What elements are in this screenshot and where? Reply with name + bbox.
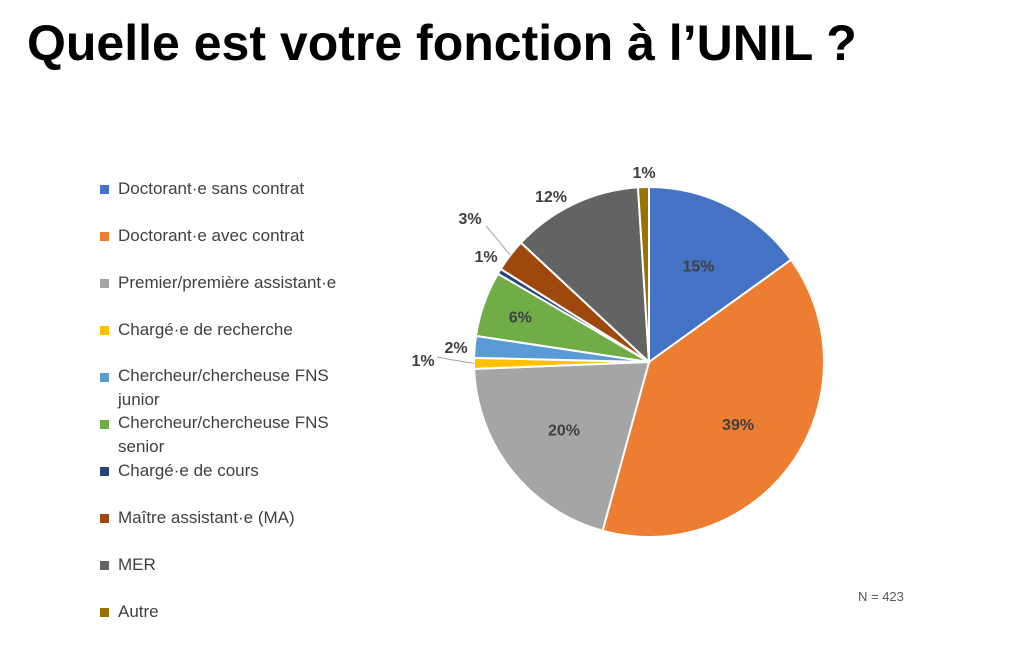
data-label: 12% [535,189,567,206]
legend-item: Doctorant·e sans contrat [100,176,378,202]
legend-label: Maître assistant·e (MA) [118,508,295,527]
data-label: 20% [548,422,580,439]
page-title: Quelle est votre fonction à l’UNIL ? [27,15,857,71]
legend-item: MER [100,552,378,578]
data-label: 2% [444,340,467,357]
legend-label: Chargé·e de cours [118,461,259,480]
legend-swatch [100,467,109,476]
data-label: 6% [509,310,532,327]
legend-swatch [100,514,109,523]
data-label: 1% [632,165,655,182]
legend-label: Chercheur/chercheuse FNS senior [118,413,329,456]
legend-item: Chargé·e de recherche [100,317,378,343]
legend-swatch [100,185,109,194]
legend-swatch [100,326,109,335]
pie-slice [648,185,793,364]
legend-swatch [100,373,109,382]
legend-item: Premier/première assistant·e [100,270,378,296]
legend-label: MER [118,555,156,574]
leader-line [436,356,475,364]
leader-line [485,225,511,256]
pie-slice [601,258,825,538]
sample-size-note: N = 423 [858,589,904,604]
legend-swatch [100,279,109,288]
data-label: 1% [474,249,497,266]
data-label: 39% [722,417,754,434]
data-label: 1% [411,353,434,370]
pie-slice [519,186,651,365]
legend-label: Autre [118,602,159,621]
legend-item: Maître assistant·e (MA) [100,505,378,531]
legend-swatch [100,232,109,241]
data-label: 3% [458,211,481,228]
legend-label: Premier/première assistant·e [118,273,337,292]
legend-swatch [100,561,109,570]
legend-label: Chercheur/chercheuse FNS junior [118,366,329,409]
legend-item: Doctorant·e avec contrat [100,223,378,249]
legend-swatch [100,608,109,617]
legend-label: Doctorant·e sans contrat [118,179,305,198]
pie-slice [473,360,651,532]
data-label: 15% [682,258,714,275]
legend-item: Chercheur/chercheuse FNS senior [100,411,363,459]
pie-slice [636,185,650,363]
legend-label: Chargé·e de recherche [118,320,293,339]
legend-item: Chercheur/chercheuse FNS junior [100,364,363,412]
legend-item: Chargé·e de cours [100,458,378,484]
legend-item: Autre [100,599,378,625]
legend-swatch [100,420,109,429]
legend-label: Doctorant·e avec contrat [118,226,305,245]
